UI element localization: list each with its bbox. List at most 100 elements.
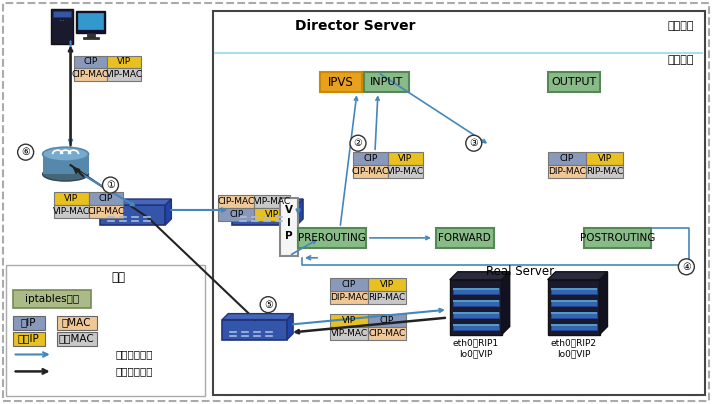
Polygon shape (100, 199, 172, 205)
Text: ⑤: ⑤ (264, 300, 273, 309)
Bar (83, 37, 98, 38)
Circle shape (350, 135, 366, 151)
Text: iptables的链: iptables的链 (24, 294, 78, 304)
Text: POSTROUTING: POSTROUTING (580, 233, 655, 243)
Bar (453, 288, 498, 294)
Text: CIP: CIP (99, 194, 113, 203)
Bar (548, 152, 585, 165)
Text: CIP: CIP (379, 316, 394, 324)
Text: VIP-MAC: VIP-MAC (387, 167, 424, 176)
Bar (353, 152, 388, 165)
Bar (548, 165, 585, 178)
Bar (56, 332, 97, 345)
Text: 图注: 图注 (112, 271, 125, 284)
Text: OUTPUT: OUTPUT (551, 78, 596, 87)
Text: VIP: VIP (380, 280, 394, 289)
Bar (108, 55, 142, 68)
Ellipse shape (43, 147, 88, 161)
Text: RIP-MAC: RIP-MAC (586, 167, 623, 176)
Bar (298, 228, 366, 248)
Polygon shape (165, 199, 172, 225)
Text: VIP: VIP (64, 194, 78, 203)
Bar (330, 314, 368, 326)
Bar (13, 290, 90, 307)
Text: lo0：VIP: lo0：VIP (459, 349, 493, 358)
Polygon shape (287, 314, 293, 339)
Polygon shape (232, 205, 297, 225)
Bar (550, 288, 597, 294)
Bar (550, 311, 597, 318)
Bar (453, 288, 498, 290)
Text: ④: ④ (682, 262, 691, 272)
Text: VIP-MAC: VIP-MAC (106, 70, 143, 80)
Text: ⑥: ⑥ (21, 147, 30, 157)
Bar (353, 165, 388, 178)
Bar (548, 280, 600, 335)
Text: FORWARD: FORWARD (439, 233, 491, 243)
Bar (548, 72, 600, 93)
Text: PREROUTING: PREROUTING (298, 233, 366, 243)
Text: CIP-MAC: CIP-MAC (88, 207, 125, 216)
Polygon shape (232, 199, 303, 205)
Circle shape (466, 135, 482, 151)
Bar (320, 72, 362, 93)
Polygon shape (222, 314, 293, 320)
Text: I: I (287, 218, 291, 228)
Text: 目标IP: 目标IP (18, 334, 39, 343)
Bar (53, 11, 70, 17)
Bar (450, 280, 502, 335)
Text: Real Server: Real Server (486, 265, 554, 278)
Text: RIP-MAC: RIP-MAC (368, 292, 406, 302)
Text: VIP: VIP (265, 210, 279, 219)
Text: 源IP: 源IP (21, 318, 36, 328)
Bar (53, 192, 88, 205)
Bar (280, 198, 298, 256)
Bar (388, 152, 423, 165)
Text: 请求报文流向: 请求报文流向 (115, 349, 153, 360)
Text: 目标MAC: 目标MAC (58, 334, 95, 343)
Text: INPUT: INPUT (370, 78, 403, 87)
Polygon shape (600, 272, 607, 335)
Text: CIP: CIP (229, 210, 244, 219)
Bar (13, 332, 45, 345)
Text: CIP: CIP (83, 57, 98, 67)
Text: VIP: VIP (117, 57, 132, 67)
Bar (550, 288, 597, 290)
Bar (108, 68, 142, 82)
Bar (368, 278, 406, 291)
Bar (219, 208, 254, 221)
Bar (6, 265, 205, 396)
Circle shape (679, 259, 694, 275)
Bar (87, 33, 95, 37)
Bar (453, 311, 498, 318)
Text: 源MAC: 源MAC (62, 318, 91, 328)
Bar (585, 165, 624, 178)
Text: CIP-MAC: CIP-MAC (352, 167, 389, 176)
Bar (364, 72, 409, 93)
Circle shape (103, 177, 118, 193)
Bar (550, 300, 597, 302)
Bar (453, 300, 498, 302)
Bar (368, 326, 406, 339)
Bar (330, 278, 368, 291)
Bar (330, 291, 368, 304)
Bar (73, 55, 108, 68)
Bar (56, 316, 97, 330)
Text: VIP: VIP (342, 316, 356, 324)
Circle shape (18, 144, 33, 160)
Bar (585, 152, 624, 165)
Bar (550, 324, 597, 330)
Bar (550, 324, 597, 326)
Ellipse shape (43, 167, 88, 181)
Polygon shape (548, 272, 607, 280)
Text: Director Server: Director Server (295, 19, 416, 33)
Bar (453, 300, 498, 306)
Text: eth0：RIP2: eth0：RIP2 (550, 338, 597, 347)
Bar (43, 154, 88, 174)
Text: CIP: CIP (342, 280, 356, 289)
Text: VIP-MAC: VIP-MAC (53, 207, 90, 216)
Text: DIP-MAC: DIP-MAC (330, 292, 368, 302)
Bar (584, 228, 651, 248)
Circle shape (260, 297, 276, 313)
Bar (13, 316, 45, 330)
